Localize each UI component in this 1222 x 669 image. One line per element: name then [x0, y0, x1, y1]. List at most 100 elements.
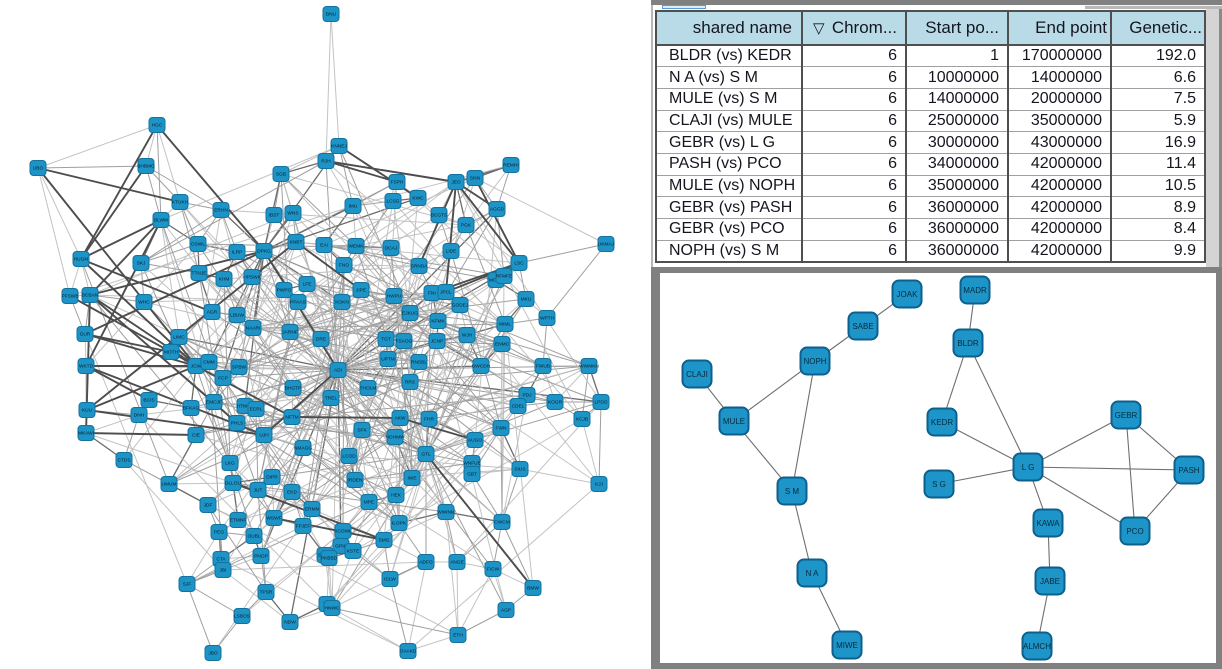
svg-text:HGC: HGC: [152, 123, 163, 129]
svg-text:ADFO: ADFO: [419, 560, 433, 566]
svg-text:EMCJF: EMCJF: [206, 400, 222, 406]
svg-text:MIWE: MIWE: [836, 641, 858, 650]
svg-text:ECRL: ECRL: [250, 407, 263, 413]
svg-text:ALMCH: ALMCH: [1023, 642, 1051, 651]
svg-text:OAAKD: OAAKD: [400, 649, 417, 655]
svg-text:DCAJ: DCAJ: [385, 246, 398, 252]
svg-text:FWUB: FWUB: [536, 364, 550, 370]
svg-text:BCGTS: BCGTS: [431, 213, 448, 219]
svg-text:CDEL: CDEL: [512, 404, 525, 410]
svg-text:S M: S M: [785, 487, 800, 496]
svg-text:CLAJI: CLAJI: [686, 370, 708, 379]
svg-text:PHLS: PHLS: [231, 421, 244, 427]
svg-text:UBO: UBO: [33, 166, 44, 172]
svg-text:PKBBD: PKBBD: [321, 556, 338, 562]
svg-text:SGB: SGB: [276, 172, 286, 178]
svg-text:JIPE: JIPE: [356, 288, 366, 294]
svg-text:DNH: DNH: [134, 413, 145, 419]
svg-text:HPSWK: HPSWK: [243, 275, 261, 281]
svg-text:LCSG: LCSG: [386, 199, 399, 205]
svg-text:JBI: JBI: [220, 568, 227, 574]
svg-text:PWPO: PWPO: [277, 288, 292, 294]
svg-text:LIMC: LIMC: [173, 335, 185, 341]
svg-text:RFMFE: RFMFE: [496, 274, 513, 280]
svg-text:MADR: MADR: [963, 286, 987, 295]
svg-text:UJH: UJH: [259, 433, 269, 439]
svg-text:HEK: HEK: [391, 493, 402, 499]
svg-text:BMW: BMW: [527, 586, 539, 592]
svg-text:KNNEJ: KNNEJ: [331, 144, 347, 150]
svg-text:FNI: FNI: [428, 291, 436, 297]
svg-text:JCW: JCW: [191, 364, 202, 370]
svg-text:CIE: CIE: [192, 433, 200, 439]
svg-text:GPIK: GPIK: [335, 544, 347, 550]
svg-text:ADI: ADI: [334, 368, 342, 374]
svg-text:UMUM: UMUM: [162, 482, 177, 488]
svg-text:AGR: AGR: [207, 310, 218, 316]
svg-text:PGK: PGK: [461, 223, 472, 229]
svg-text:FCP: FCP: [218, 376, 228, 382]
svg-text:ILOPK: ILOPK: [392, 521, 407, 527]
svg-text:SJF: SJF: [183, 582, 192, 588]
svg-text:TGT: TGT: [381, 337, 391, 343]
svg-text:KOKN: KOKN: [335, 300, 349, 306]
svg-text:SNN: SNN: [470, 176, 481, 182]
svg-text:MKU: MKU: [521, 297, 532, 303]
svg-text:WJH: WJH: [462, 333, 473, 339]
svg-text:GUR: GUR: [80, 332, 91, 338]
svg-text:GTL: GTL: [421, 452, 431, 458]
svg-text:TREL: TREL: [325, 396, 338, 402]
svg-text:CWCM: CWCM: [494, 520, 509, 526]
svg-text:ERHN: ERHN: [214, 208, 228, 214]
svg-text:WNFUE: WNFUE: [463, 461, 481, 467]
svg-text:NOHMW: NOHMW: [385, 435, 405, 441]
svg-text:TTNJE: TTNJE: [192, 271, 207, 277]
svg-text:SFK: SFK: [357, 428, 367, 434]
svg-text:SRNDA: SRNDA: [411, 264, 429, 270]
svg-text:SPBW: SPBW: [232, 365, 247, 371]
svg-text:MOTH: MOTH: [164, 350, 179, 356]
svg-text:JARNF: JARNF: [282, 330, 298, 336]
svg-text:KEDR: KEDR: [931, 418, 953, 427]
svg-text:PEG: PEG: [214, 530, 224, 536]
svg-text:CTA: CTA: [216, 557, 226, 563]
svg-text:LKG: LKG: [225, 461, 235, 467]
svg-text:MULE: MULE: [723, 417, 745, 426]
svg-text:WNS: WNS: [287, 211, 298, 217]
svg-text:KCJB: KCJB: [576, 417, 588, 423]
svg-text:PFSWB: PFSWB: [61, 294, 78, 300]
svg-text:JUT: JUT: [254, 488, 263, 494]
svg-text:SMG: SMG: [379, 538, 390, 544]
svg-text:FHR: FHR: [424, 417, 434, 423]
svg-text:MPE: MPE: [364, 500, 374, 506]
svg-text:GBT: GBT: [467, 472, 477, 478]
svg-text:KSTE: KSTE: [347, 549, 360, 555]
svg-text:CTDS: CTDS: [117, 458, 130, 464]
svg-text:NDW: NDW: [284, 620, 296, 626]
svg-text:BCBAN: BCBAN: [82, 293, 99, 299]
svg-text:CMM: CMM: [203, 360, 214, 366]
svg-text:KUU: KUU: [82, 408, 93, 414]
svg-text:ILRP: ILRP: [232, 250, 243, 256]
svg-text:NFTM: NFTM: [285, 415, 298, 421]
svg-text:WEMK: WEMK: [349, 244, 365, 250]
svg-text:BLDR: BLDR: [957, 339, 979, 348]
svg-text:EJKUG: EJKUG: [402, 311, 418, 317]
svg-text:LPDO: LPDO: [594, 400, 607, 406]
svg-text:RRS: RRS: [405, 380, 415, 386]
svg-text:KJJ: KJJ: [595, 482, 604, 488]
svg-text:WKTD: WKTD: [79, 364, 94, 370]
svg-text:BLWM: BLWM: [154, 218, 168, 224]
svg-text:PASH: PASH: [1178, 466, 1199, 475]
svg-text:TPSR: TPSR: [260, 590, 273, 596]
svg-text:ETH: ETH: [453, 633, 463, 639]
svg-text:JEO: JEO: [451, 180, 461, 186]
svg-text:NAARI: NAARI: [246, 326, 261, 332]
svg-text:RJH: RJH: [321, 159, 331, 165]
svg-text:L G: L G: [1022, 463, 1035, 472]
svg-text:REMHI: REMHI: [503, 163, 518, 169]
svg-text:BCIS: BCIS: [143, 398, 154, 404]
svg-text:BHBMO: BHBMO: [137, 164, 155, 170]
svg-text:WWMKN: WWMKN: [579, 364, 599, 370]
svg-text:JDF: JDF: [204, 503, 213, 509]
